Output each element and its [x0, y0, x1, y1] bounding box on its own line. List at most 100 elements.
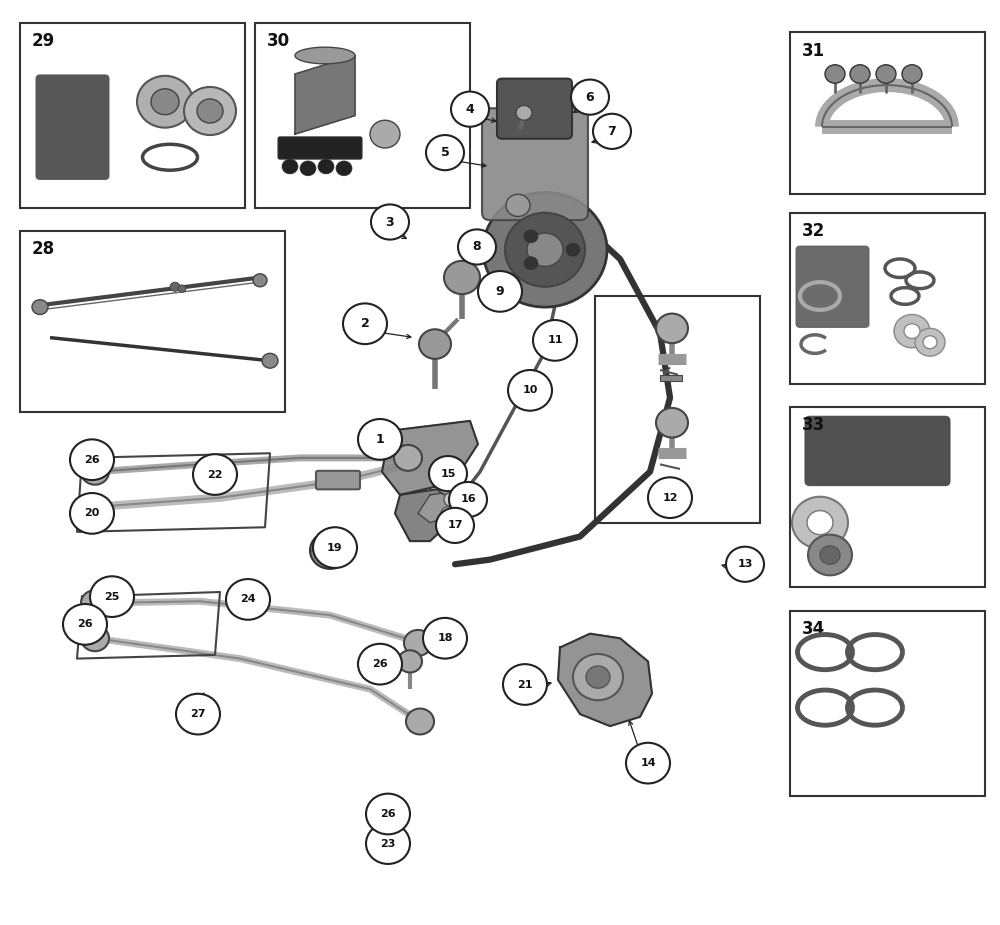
- FancyBboxPatch shape: [278, 137, 362, 159]
- Bar: [790, 32, 985, 194]
- Text: 20: 20: [84, 509, 100, 518]
- Circle shape: [449, 482, 487, 517]
- Circle shape: [63, 604, 107, 645]
- Circle shape: [380, 807, 396, 821]
- Circle shape: [32, 300, 48, 314]
- Text: 14: 14: [640, 758, 656, 768]
- Circle shape: [253, 274, 267, 287]
- Circle shape: [406, 709, 434, 734]
- Circle shape: [366, 794, 410, 834]
- Circle shape: [508, 370, 552, 411]
- Circle shape: [370, 657, 386, 672]
- Circle shape: [90, 576, 134, 617]
- Circle shape: [197, 99, 223, 123]
- Circle shape: [876, 65, 896, 83]
- Circle shape: [820, 546, 840, 564]
- Circle shape: [444, 492, 460, 507]
- Circle shape: [573, 654, 623, 700]
- Circle shape: [923, 336, 937, 349]
- Text: 30: 30: [267, 32, 290, 50]
- Circle shape: [336, 161, 352, 176]
- Circle shape: [458, 229, 496, 265]
- Circle shape: [81, 494, 109, 520]
- Circle shape: [593, 114, 631, 149]
- Circle shape: [184, 87, 236, 135]
- Circle shape: [444, 261, 480, 294]
- Circle shape: [404, 630, 432, 656]
- Text: 16: 16: [460, 495, 476, 504]
- Bar: [660, 375, 682, 381]
- FancyBboxPatch shape: [482, 108, 588, 220]
- Circle shape: [904, 324, 920, 339]
- Circle shape: [81, 459, 109, 485]
- Text: 12: 12: [662, 493, 678, 502]
- Text: 13: 13: [737, 560, 753, 569]
- Circle shape: [915, 328, 945, 356]
- Circle shape: [176, 694, 220, 734]
- Text: 10: 10: [522, 386, 538, 395]
- Text: 8: 8: [473, 240, 481, 253]
- Text: 32: 32: [802, 222, 825, 240]
- Text: 7: 7: [608, 125, 616, 138]
- Circle shape: [358, 419, 402, 460]
- Circle shape: [423, 618, 467, 659]
- Text: 29: 29: [32, 32, 55, 50]
- Circle shape: [524, 257, 538, 270]
- Bar: [255, 23, 470, 208]
- Polygon shape: [382, 421, 478, 495]
- Circle shape: [419, 329, 451, 359]
- Circle shape: [441, 507, 455, 520]
- Circle shape: [505, 213, 585, 287]
- Circle shape: [89, 466, 101, 477]
- Circle shape: [262, 353, 278, 368]
- Text: 5: 5: [441, 146, 449, 159]
- Circle shape: [70, 439, 114, 480]
- Circle shape: [226, 579, 270, 620]
- Text: 27: 27: [190, 709, 206, 719]
- Circle shape: [300, 161, 316, 176]
- Circle shape: [70, 493, 114, 534]
- Circle shape: [571, 80, 609, 115]
- Circle shape: [533, 320, 577, 361]
- Circle shape: [151, 89, 179, 115]
- Ellipse shape: [295, 47, 355, 64]
- Text: 3: 3: [386, 216, 394, 228]
- Circle shape: [282, 159, 298, 174]
- Circle shape: [378, 796, 402, 818]
- Circle shape: [398, 650, 422, 672]
- Text: 17: 17: [447, 521, 463, 530]
- Text: 25: 25: [104, 592, 120, 601]
- Text: 26: 26: [372, 660, 388, 669]
- Circle shape: [656, 314, 688, 343]
- Bar: [20, 23, 245, 208]
- Text: 18: 18: [437, 634, 453, 643]
- Circle shape: [850, 65, 870, 83]
- Circle shape: [503, 664, 547, 705]
- FancyBboxPatch shape: [497, 79, 572, 139]
- Circle shape: [792, 497, 848, 549]
- Circle shape: [318, 159, 334, 174]
- Circle shape: [626, 743, 670, 783]
- Circle shape: [825, 65, 845, 83]
- Polygon shape: [558, 634, 652, 726]
- Text: 21: 21: [517, 680, 533, 689]
- Circle shape: [516, 105, 532, 120]
- Circle shape: [193, 454, 237, 495]
- Circle shape: [483, 192, 607, 307]
- Circle shape: [527, 233, 563, 266]
- Circle shape: [586, 666, 610, 688]
- Circle shape: [170, 282, 180, 291]
- FancyBboxPatch shape: [796, 246, 869, 327]
- Circle shape: [370, 120, 400, 148]
- Text: 24: 24: [240, 595, 256, 604]
- Circle shape: [81, 625, 109, 651]
- Circle shape: [83, 453, 99, 468]
- Circle shape: [506, 194, 530, 216]
- Text: 11: 11: [547, 336, 563, 345]
- Text: 6: 6: [586, 91, 594, 104]
- Bar: [790, 407, 985, 587]
- Circle shape: [366, 823, 410, 864]
- Circle shape: [394, 445, 422, 471]
- Bar: [790, 610, 985, 796]
- Circle shape: [343, 303, 387, 344]
